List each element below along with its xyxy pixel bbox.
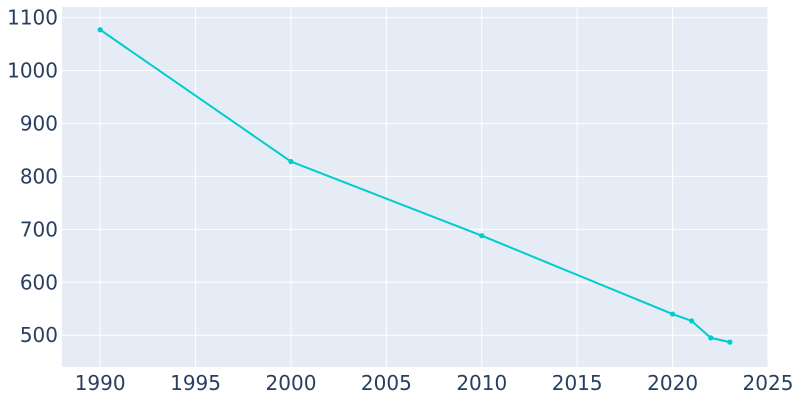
plot-background <box>62 7 768 367</box>
y-tick-label: 1100 <box>7 6 58 30</box>
x-tick-label: 2020 <box>647 371 698 395</box>
data-point <box>708 335 714 341</box>
data-point <box>689 318 695 324</box>
x-tick-label: 1990 <box>75 371 126 395</box>
y-tick-label: 500 <box>20 323 58 347</box>
data-point <box>97 27 103 33</box>
data-point <box>669 311 676 317</box>
data-point <box>479 233 485 239</box>
y-tick-label: 900 <box>20 111 58 135</box>
x-gridlines <box>99 7 769 367</box>
x-tick-label: 2010 <box>456 371 507 395</box>
data-points <box>97 27 733 345</box>
x-tick-label: 1995 <box>170 371 221 395</box>
y-tick-label: 700 <box>20 217 58 241</box>
x-tick-label: 2000 <box>266 371 317 395</box>
x-tick-label: 2015 <box>552 371 603 395</box>
y-tick-label: 800 <box>20 164 58 188</box>
x-axis-tick-labels: 1990 1995 2000 2005 2010 2015 2020 2025 <box>75 371 794 395</box>
x-tick-label: 2025 <box>743 371 794 395</box>
y-tick-label: 1000 <box>7 59 58 83</box>
data-point <box>727 339 733 345</box>
data-point <box>288 158 294 165</box>
x-tick-label: 2005 <box>361 371 412 395</box>
y-gridlines <box>62 17 768 336</box>
y-tick-label: 600 <box>20 270 58 294</box>
y-axis-tick-labels: 500 600 700 800 900 1000 1100 <box>7 6 58 348</box>
